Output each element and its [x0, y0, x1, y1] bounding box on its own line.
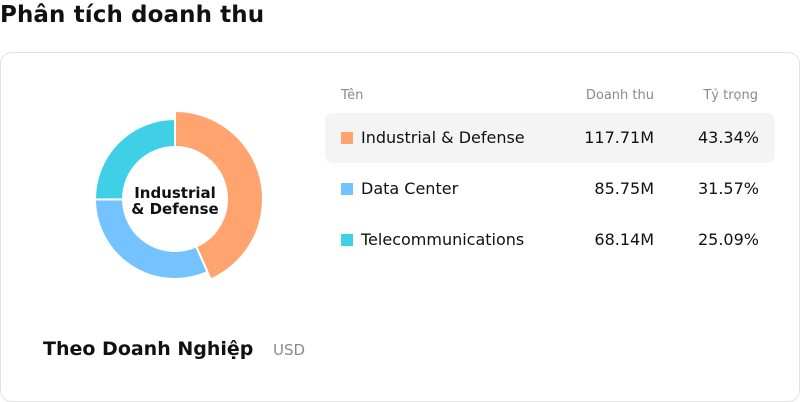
- row-name: Data Center: [361, 179, 459, 198]
- row-name: Telecommunications: [361, 230, 525, 249]
- row-share: 43.34%: [697, 128, 759, 147]
- revenue-card: [0, 52, 800, 402]
- page-title: Phân tích doanh thu: [0, 2, 265, 28]
- legend-swatch: [341, 132, 353, 144]
- header-name: Tên: [341, 88, 364, 103]
- legend-swatch: [341, 234, 353, 246]
- header-revenue: Doanh thu: [585, 88, 654, 103]
- donut-center-label: Industrial & Defense: [95, 185, 255, 217]
- row-revenue: 68.14M: [594, 230, 654, 249]
- currency-label: USD: [273, 341, 306, 359]
- donut-slice[interactable]: [174, 109, 264, 281]
- donut-center-label-line2: & Defense: [131, 200, 219, 218]
- group-by-label[interactable]: Theo Doanh Nghiệp: [43, 338, 254, 360]
- row-share: 25.09%: [697, 230, 759, 249]
- row-name: Industrial & Defense: [361, 128, 525, 147]
- row-revenue: 85.75M: [594, 179, 654, 198]
- table-row[interactable]: Telecommunications 68.14M 25.09%: [325, 215, 775, 265]
- donut-slice[interactable]: [94, 117, 176, 201]
- header-share: Tỷ trọng: [703, 88, 758, 103]
- donut-center-label-line1: Industrial: [134, 184, 216, 202]
- row-revenue: 117.71M: [584, 128, 654, 147]
- legend-swatch: [341, 183, 353, 195]
- donut-chart: [93, 109, 264, 281]
- row-share: 31.57%: [697, 179, 759, 198]
- table-row[interactable]: Data Center 85.75M 31.57%: [325, 164, 775, 214]
- table-row[interactable]: Industrial & Defense 117.71M 43.34%: [325, 113, 775, 163]
